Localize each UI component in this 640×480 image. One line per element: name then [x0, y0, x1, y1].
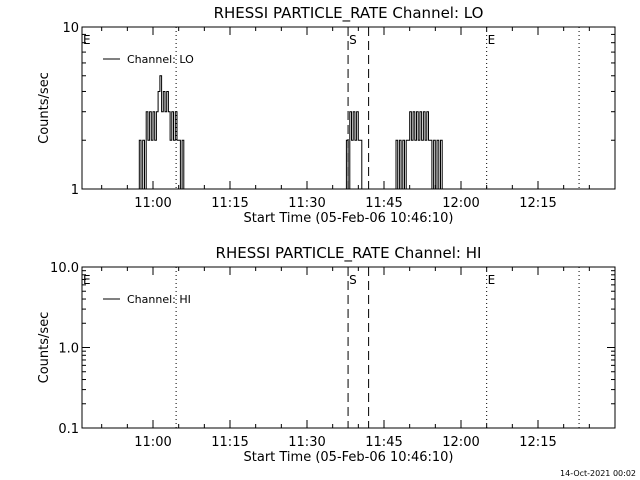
x-tick-label: 11:00: [134, 435, 171, 450]
marker-label: E: [83, 33, 91, 47]
chart-panel-2: RHESSI PARTICLE_RATE Channel: HI 11:00 11:…: [37, 244, 616, 465]
series-line: [344, 111, 366, 190]
x-tick-label: 11:45: [365, 196, 402, 211]
x-tick-label: 12:00: [442, 196, 479, 211]
x-tick-label: 11:00: [134, 196, 171, 211]
marker-label: S: [349, 273, 357, 287]
x-tick-label: 11:30: [288, 196, 325, 211]
marker-label: S: [349, 33, 357, 47]
y-axis-label: Counts/sec: [37, 312, 52, 384]
series-line: [394, 111, 446, 190]
legend: Channel: HI: [103, 293, 191, 306]
legend: Channel: LO: [103, 53, 194, 66]
chart-title: RHESSI PARTICLE_RATE Channel: LO: [214, 4, 484, 23]
marker-label: E: [488, 273, 496, 287]
plot-frame: [81, 266, 616, 429]
chart-panel-1: RHESSI PARTICLE_RATE Channel: LO 11:00 11:…: [37, 4, 616, 226]
x-tick-label: 11:15: [211, 435, 248, 450]
legend-entry: Channel: LO: [127, 53, 194, 66]
chart-title: RHESSI PARTICLE_RATE Channel: HI: [216, 244, 482, 263]
x-tick-label: 12:00: [442, 435, 479, 450]
x-tick-label: 11:45: [365, 435, 402, 450]
y-tick-label: 0.1: [58, 422, 79, 437]
y-tick-label: 1.0: [58, 342, 79, 357]
x-tick-label: 12:15: [519, 196, 556, 211]
y-axis-label: Counts/sec: [37, 72, 52, 144]
x-tick-label: 11:30: [288, 435, 325, 450]
x-tick-label: 12:15: [519, 435, 556, 450]
y-tick-label: 10.0: [50, 261, 79, 276]
marker-label: E: [488, 33, 496, 47]
x-axis-label: Start Time (05-Feb-06 10:46:10): [244, 450, 454, 465]
x-tick-label: 11:15: [211, 196, 248, 211]
x-axis-label: Start Time (05-Feb-06 10:46:10): [244, 211, 454, 226]
series-line: [137, 75, 188, 190]
y-tick-label: 1: [71, 183, 79, 198]
y-tick-label: 10: [62, 21, 79, 36]
footer-timestamp: 14-Oct-2021 00:02: [560, 469, 636, 478]
legend-entry: Channel: HI: [127, 293, 191, 306]
marker-label: E: [83, 273, 91, 287]
